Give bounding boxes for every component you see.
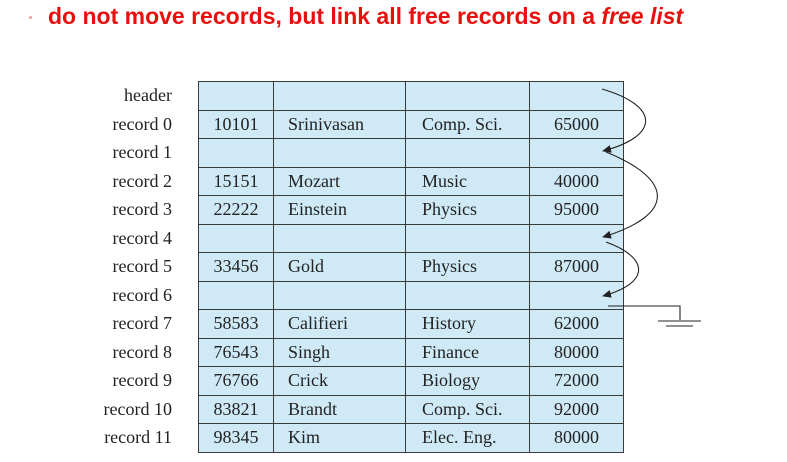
table-row [198,138,624,168]
cell-id: 58583 [198,309,274,339]
row-label-record-7: record 7 [112,313,172,333]
cell-dept [405,81,530,111]
row-label-record-0: record 0 [112,113,172,134]
table-row: 58583 Califieri History 62000 [198,309,624,339]
table-row: 10101 Srinivasan Comp. Sci. 65000 [198,109,624,139]
table-row: 33456 Gold Physics 87000 [198,252,624,282]
cell-dept: Music [405,166,530,196]
row-label-record-6: record 6 [112,284,172,305]
cell-salary: 62000 [529,309,624,339]
cell-salary: 87000 [529,252,624,282]
cell-name: Califieri [273,309,406,339]
cell-id: 10101 [198,109,274,139]
cell-id: 22222 [198,195,274,225]
slide-title: do not move records, but link all free r… [48,3,683,30]
cell-dept: Physics [405,252,530,282]
cell-name: Einstein [273,195,406,225]
cell-dept [405,280,530,310]
cell-id: 76766 [198,366,274,396]
cell-dept: History [405,309,530,339]
row-label-record-9: record 9 [112,370,172,390]
row-label-record-1: record 1 [112,142,172,162]
row-label-record-8: record 8 [112,341,172,362]
free-list-arrow-header-to-record-1 [601,88,646,153]
row-label-record-10: record 10 [103,398,172,419]
table-row: 83821 Brandt Comp. Sci. 92000 [198,394,624,424]
cell-name [273,81,406,111]
free-list-arrow-record-1-to-record-4 [602,151,658,239]
record-labels: header record 0 record 1 record 2 record… [90,81,190,452]
row-label-record-11: record 11 [104,427,172,447]
cell-name: Mozart [273,166,406,196]
row-label-record-5: record 5 [112,256,172,276]
cell-id [198,81,274,111]
row-label-record-2: record 2 [112,170,172,191]
cell-name: Srinivasan [273,109,406,139]
cell-id: 98345 [198,423,274,453]
null-pointer-ground-icon [608,305,701,327]
cell-salary: 65000 [529,109,624,139]
title-bullet [29,16,32,19]
cell-name: Kim [273,423,406,453]
cell-id: 76543 [198,337,274,367]
table-row: 76543 Singh Finance 80000 [198,337,624,367]
cell-id: 33456 [198,252,274,282]
row-label-record-4: record 4 [112,227,172,248]
cell-salary: 92000 [529,394,624,424]
cell-id: 15151 [198,166,274,196]
record-file-table: 10101 Srinivasan Comp. Sci. 65000 15151 Moza… [198,81,624,453]
cell-salary: 80000 [529,423,624,453]
cell-name [273,138,406,168]
cell-name [273,223,406,253]
row-label-header: header [124,85,172,105]
cell-salary: 72000 [529,366,624,396]
cell-id: 83821 [198,394,274,424]
row-label-record-3: record 3 [112,199,172,219]
cell-name: Brandt [273,394,406,424]
cell-dept: Finance [405,337,530,367]
title-emphasis: free list [601,3,684,29]
table-row: 15151 Mozart Music 40000 [198,166,624,196]
free-list-arrow-record-4-to-record-6 [602,241,639,298]
title-prefix: do not move records, but link all free r… [48,3,602,29]
table-row: 98345 Kim Elec. Eng. 80000 [198,423,624,453]
